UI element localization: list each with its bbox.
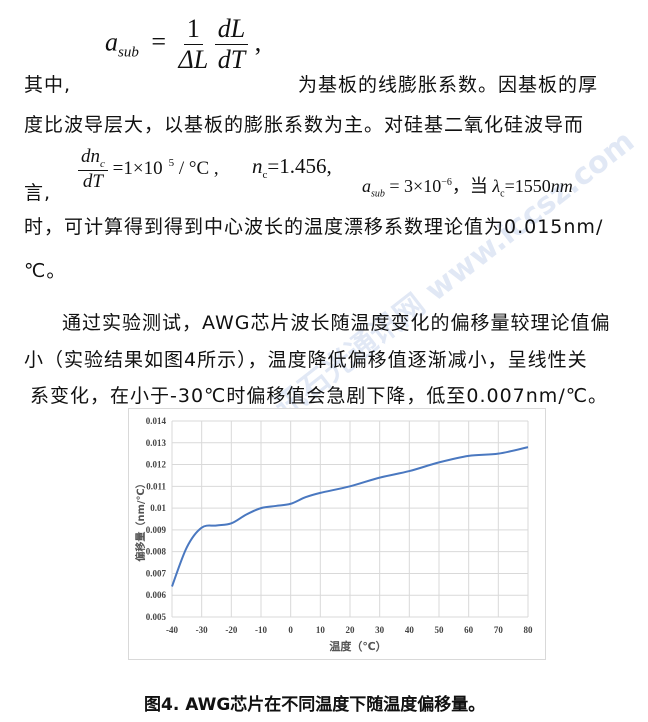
symbol: dn xyxy=(81,146,100,167)
series-line xyxy=(171,446,529,587)
formula-dnc-dt: dnc dT =1×10 5 / °C , xyxy=(78,146,219,193)
x-tick-label: 10 xyxy=(316,625,326,635)
denominator: dT xyxy=(217,45,246,74)
x-tick-label: -40 xyxy=(166,625,178,635)
formula-nc: nc=1.456, xyxy=(252,154,332,181)
formula-asub-lambda: asub = 3×10−6，当 λc=1550nm xyxy=(362,172,573,200)
numerator: dL xyxy=(214,14,249,45)
text-line: 其中, xyxy=(24,74,72,96)
formula-subscript: sub xyxy=(118,44,139,61)
x-tick-label: -20 xyxy=(225,625,237,635)
text-line: ℃。 xyxy=(24,260,67,282)
subscript: c xyxy=(100,157,105,170)
x-tick-label: -30 xyxy=(196,625,208,635)
y-tick-label: 0.006 xyxy=(146,590,167,600)
figure-caption: 图4. AWG芯片在不同温度下随温度偏移量。 xyxy=(144,695,486,715)
x-tick-label: 60 xyxy=(464,625,474,635)
exponent: −6 xyxy=(441,177,452,188)
x-tick-label: 0 xyxy=(288,625,293,635)
value: =1.456, xyxy=(267,154,332,178)
x-tick-label: 40 xyxy=(405,625,415,635)
x-axis-label: 温度（℃） xyxy=(329,639,386,653)
subscript: c xyxy=(262,169,268,182)
denominator: ΔL xyxy=(178,45,209,74)
text-line: 系变化，在小于-30℃时偏移值会急剧下降，低至0.007nm/℃。 xyxy=(30,385,609,407)
y-tick-label: 0.014 xyxy=(146,416,167,426)
denominator: dT xyxy=(82,170,103,192)
numerator: 1 xyxy=(183,14,203,45)
formula-eq: = xyxy=(151,27,167,57)
value: =1550 xyxy=(504,176,551,196)
symbol: λ xyxy=(492,176,501,196)
fraction: 1 ΔL xyxy=(179,14,209,75)
numerator: dnc xyxy=(78,146,108,171)
subscript: c xyxy=(500,188,505,200)
fraction: dnc dT xyxy=(78,146,108,193)
y-tick-label: 0.013 xyxy=(146,438,167,448)
x-tick-label: 70 xyxy=(494,625,504,635)
text-line: 为基板的线膨胀系数。因基板的厚 xyxy=(298,74,599,96)
symbol: a xyxy=(362,176,371,196)
y-axis-label: 偏移量（nm/℃） xyxy=(134,478,147,561)
y-tick-label: 0.011 xyxy=(146,481,166,491)
value: = 3×10 xyxy=(389,176,442,196)
text-line: 小（实验结果如图4所示），温度降低偏移值逐渐减小，呈线性关 xyxy=(24,349,588,371)
x-tick-label: -10 xyxy=(255,625,267,635)
x-tick-label: 80 xyxy=(524,625,534,635)
text-line: 度比波导层大，以基板的膨胀系数为主。对硅基二氧化硅波导而 xyxy=(24,114,585,136)
unit: nm xyxy=(550,176,573,196)
y-tick-label: 0.008 xyxy=(146,547,167,557)
text: ，当 xyxy=(451,176,488,197)
y-tick-label: 0.012 xyxy=(146,460,167,470)
subscript: sub xyxy=(371,188,385,200)
y-tick-label: 0.005 xyxy=(146,612,167,622)
text-line: 言, xyxy=(24,182,52,204)
offset-chart: -40 -30 -20 -10 0 10 20 30 40 50 60 70 80 0.005 0.006 0… xyxy=(128,408,546,660)
formula-asub: asub = 1 ΔL dL dT , xyxy=(105,14,261,75)
x-tick-label: 30 xyxy=(375,625,385,635)
symbol: n xyxy=(252,154,263,178)
y-tick-label: 0.01 xyxy=(150,503,166,513)
formula-symbol: a xyxy=(105,27,118,57)
text-line: 时，可计算得到得到中心波长的温度漂移系数理论值为0.015nm/ xyxy=(24,216,604,238)
y-tick-label: 0.009 xyxy=(146,525,167,535)
fraction: dL dT xyxy=(214,14,249,75)
unit: / °C , xyxy=(178,157,219,179)
y-tick-label: 0.007 xyxy=(146,568,167,578)
text-line: 通过实验测试，AWG芯片波长随温度变化的偏移量较理论值偏 xyxy=(62,312,611,334)
value: =1×10 xyxy=(112,157,163,179)
x-tick-label: 20 xyxy=(346,625,356,635)
exponent: 5 xyxy=(168,157,175,170)
formula-comma: , xyxy=(254,27,262,57)
chart-frame xyxy=(128,408,546,660)
x-tick-label: 50 xyxy=(435,625,445,635)
